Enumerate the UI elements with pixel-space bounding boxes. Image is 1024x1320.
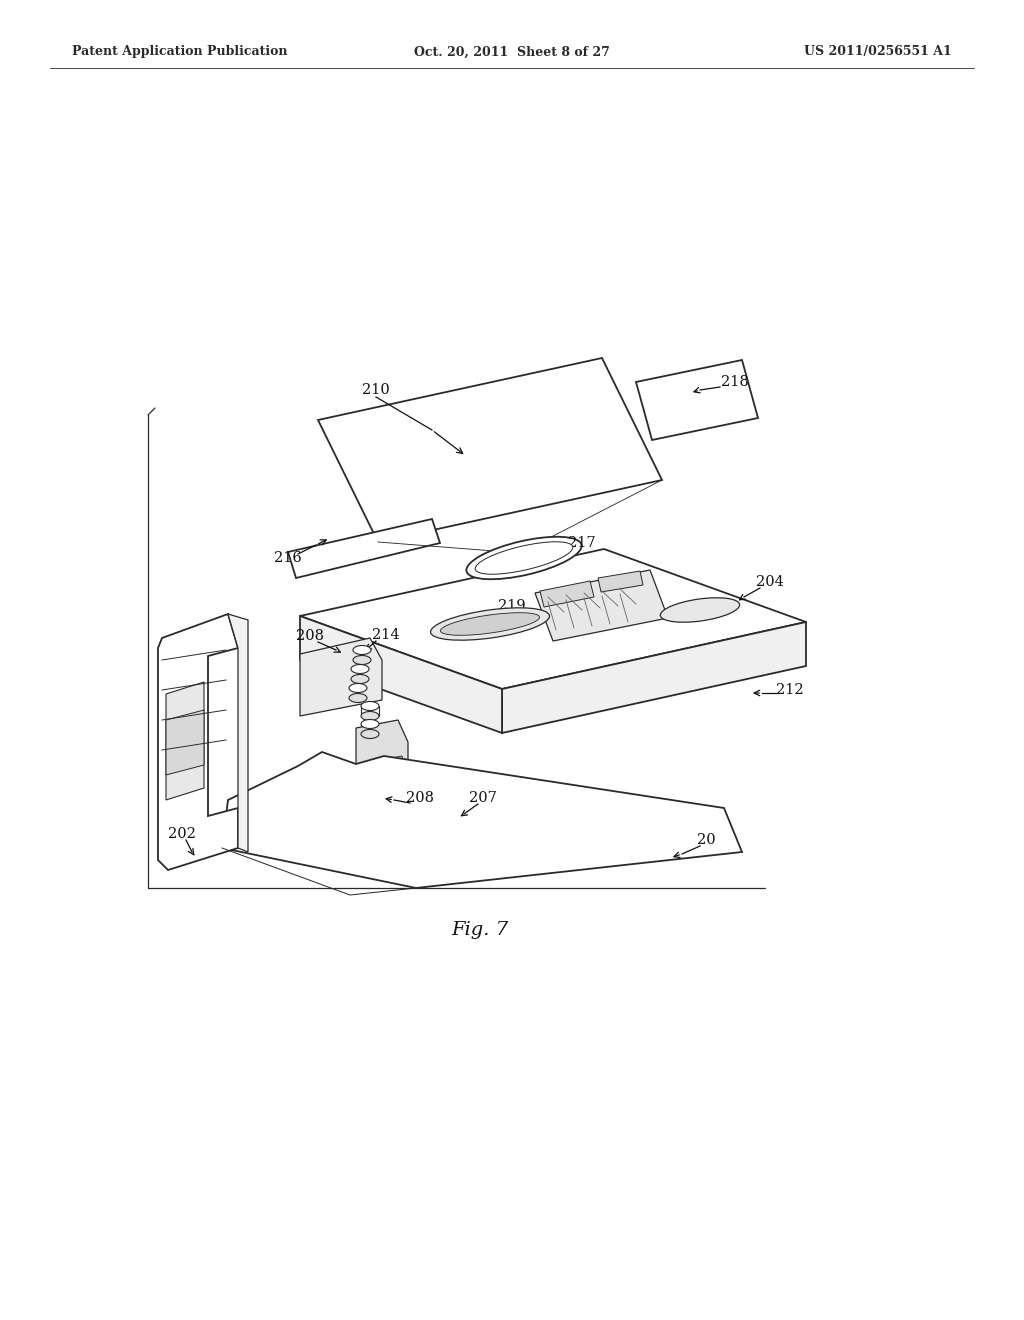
Text: 207: 207 (469, 791, 497, 805)
Ellipse shape (361, 719, 379, 729)
Ellipse shape (353, 656, 371, 664)
Polygon shape (166, 710, 204, 775)
Ellipse shape (361, 701, 379, 710)
Text: 217: 217 (568, 536, 596, 550)
Polygon shape (502, 622, 806, 733)
Polygon shape (300, 616, 502, 733)
Text: 218: 218 (721, 375, 749, 389)
Text: Oct. 20, 2011  Sheet 8 of 27: Oct. 20, 2011 Sheet 8 of 27 (414, 45, 610, 58)
Ellipse shape (660, 598, 739, 622)
Text: 212: 212 (776, 682, 804, 697)
Text: 216: 216 (274, 550, 302, 565)
Text: 202: 202 (168, 828, 196, 841)
Polygon shape (228, 614, 248, 851)
Ellipse shape (349, 693, 367, 702)
Polygon shape (288, 519, 440, 578)
Ellipse shape (440, 612, 540, 635)
Text: 219: 219 (499, 599, 525, 612)
Text: 208: 208 (296, 630, 324, 643)
Text: 208: 208 (406, 791, 434, 805)
Polygon shape (300, 638, 382, 715)
Polygon shape (535, 570, 668, 642)
Ellipse shape (353, 645, 371, 655)
Polygon shape (222, 752, 742, 888)
Polygon shape (370, 756, 406, 781)
Polygon shape (636, 360, 758, 440)
Polygon shape (318, 358, 662, 543)
Text: 210: 210 (362, 383, 390, 397)
Ellipse shape (349, 684, 367, 693)
Polygon shape (158, 614, 238, 870)
Ellipse shape (466, 537, 582, 579)
Text: Fig. 7: Fig. 7 (452, 921, 509, 939)
Polygon shape (166, 682, 204, 800)
Text: Patent Application Publication: Patent Application Publication (72, 45, 288, 58)
Text: 204: 204 (756, 576, 784, 589)
Ellipse shape (351, 664, 369, 673)
Ellipse shape (361, 730, 379, 738)
Ellipse shape (361, 711, 379, 721)
Text: US 2011/0256551 A1: US 2011/0256551 A1 (804, 45, 952, 58)
Ellipse shape (430, 607, 550, 640)
Ellipse shape (475, 541, 572, 574)
Ellipse shape (351, 675, 369, 684)
Text: 20: 20 (696, 833, 716, 847)
Polygon shape (540, 581, 594, 607)
Polygon shape (598, 572, 643, 591)
Text: 214: 214 (372, 628, 399, 642)
Polygon shape (356, 719, 408, 770)
Polygon shape (300, 549, 806, 689)
